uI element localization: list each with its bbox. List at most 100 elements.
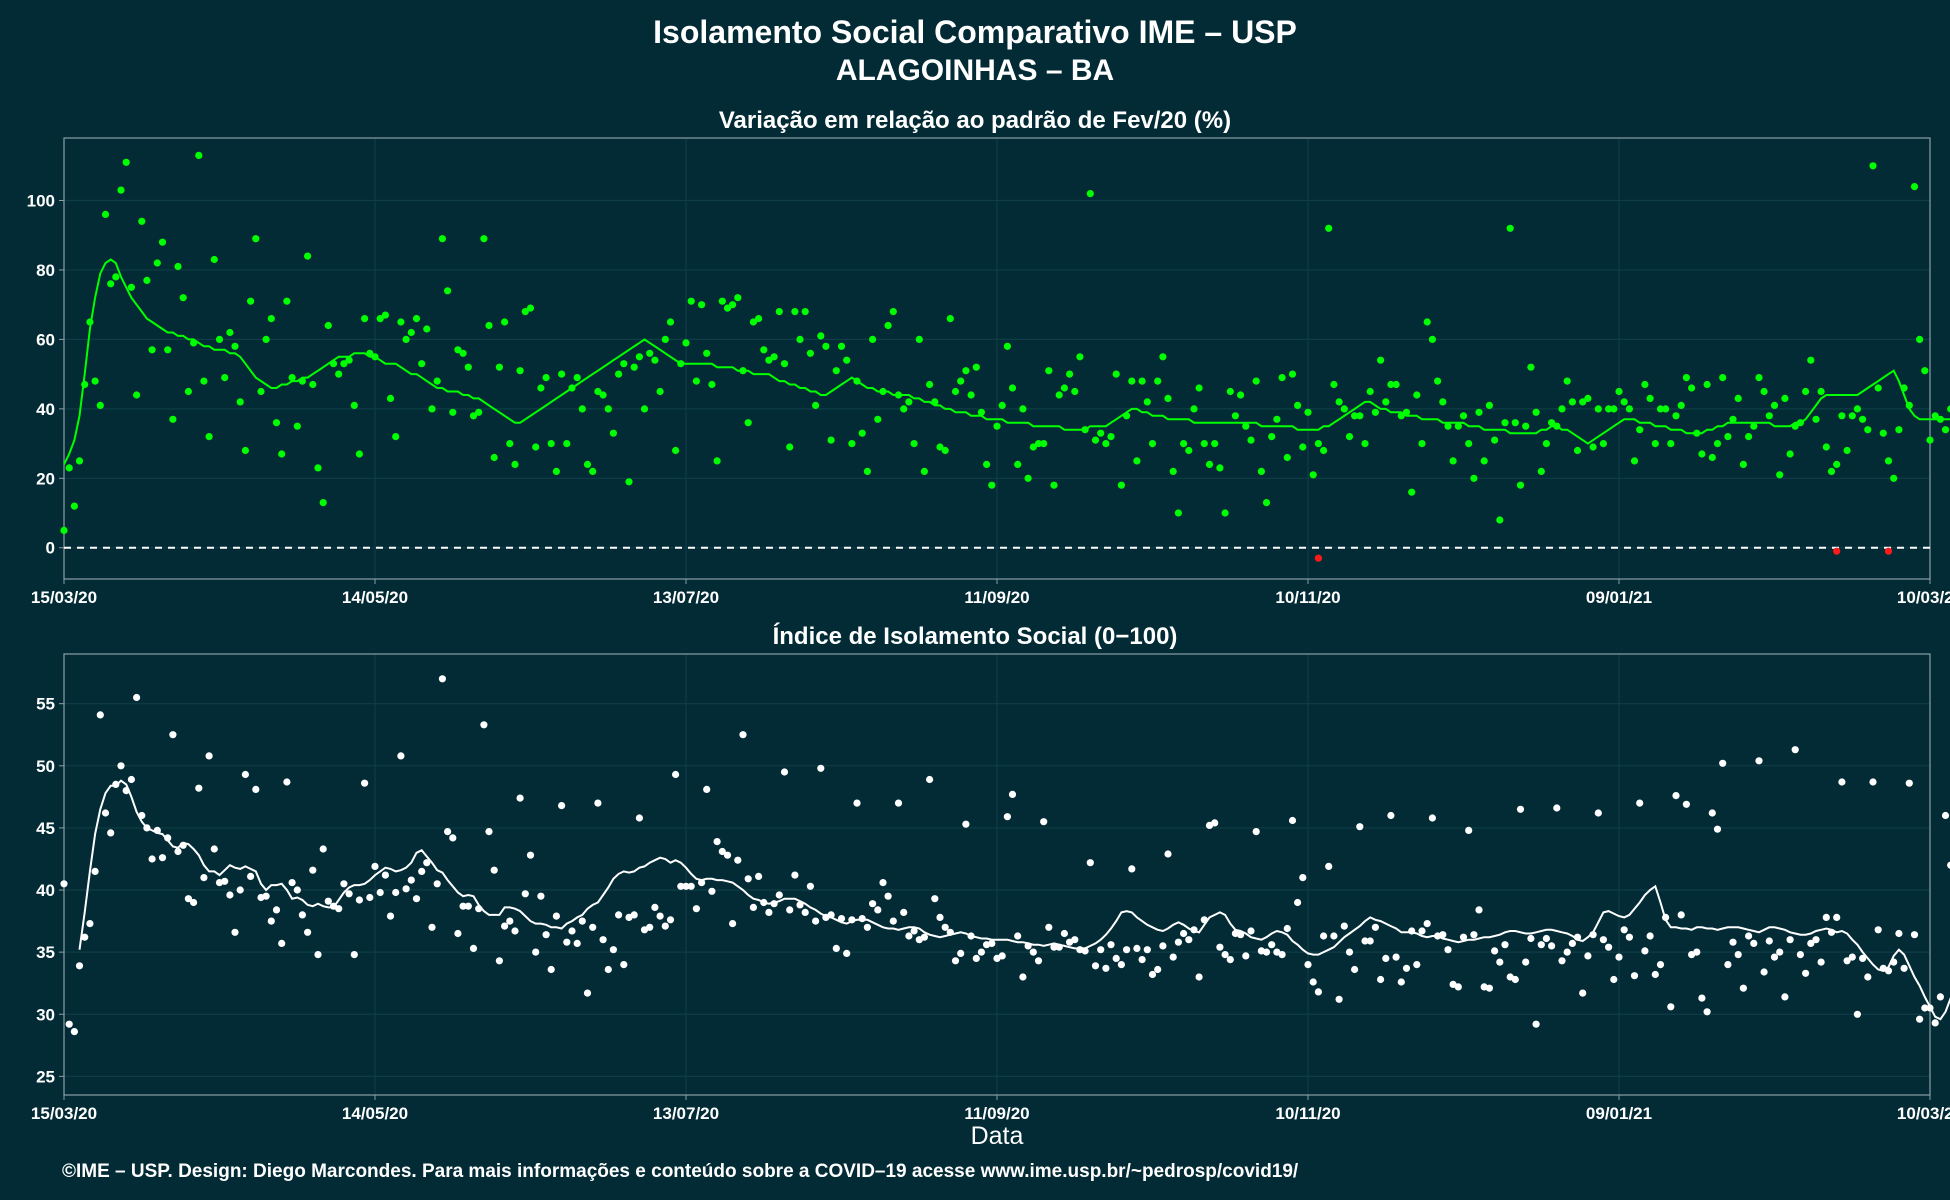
panel1-point	[1371, 408, 1379, 416]
panel2-point	[1796, 951, 1804, 959]
panel2-point	[1003, 813, 1012, 821]
panel1-point	[1667, 440, 1675, 448]
panel1-point	[1739, 460, 1747, 468]
main-title-line1: Isolamento Social Comparativo IME – USP	[653, 14, 1297, 50]
panel1-negative-point	[1314, 554, 1322, 562]
panel1-point	[1288, 370, 1297, 378]
panel1-point	[1003, 342, 1012, 350]
panel2-xtick-label: 09/01/21	[1586, 1104, 1652, 1123]
panel2-point	[1008, 790, 1017, 799]
panel2-point	[874, 906, 882, 914]
panel1-point	[392, 433, 400, 441]
panel1-point	[205, 433, 213, 441]
panel2-point	[345, 890, 353, 898]
panel2-point	[1869, 778, 1877, 786]
panel1-point	[1454, 422, 1462, 430]
panel1-point	[1221, 509, 1229, 517]
panel2-point	[459, 902, 467, 910]
panel1-point	[1330, 380, 1338, 389]
panel2-point	[480, 721, 488, 729]
panel2-point	[1765, 937, 1773, 945]
panel1-point	[1802, 387, 1810, 396]
panel1-point	[1428, 335, 1436, 343]
panel1-point	[1387, 380, 1395, 389]
panel2-point	[1428, 814, 1436, 822]
panel1-point	[573, 374, 581, 382]
panel1-point	[972, 363, 980, 371]
panel1-point	[272, 419, 281, 427]
panel1-point	[469, 412, 478, 420]
panel1-point	[1475, 408, 1483, 416]
panel2-point	[910, 927, 918, 935]
panel2-point	[1599, 936, 1607, 944]
panel2-point	[589, 923, 597, 931]
panel2-point	[1195, 973, 1203, 981]
panel1-point	[386, 394, 395, 402]
panel1-point	[900, 405, 908, 413]
panel2-point	[1900, 964, 1908, 972]
panel2-point	[371, 862, 379, 871]
panel1-point	[1682, 374, 1690, 382]
panel1-point	[1335, 398, 1343, 406]
panel1-point	[1817, 387, 1825, 396]
panel2-point	[609, 946, 618, 954]
panel1-point	[1216, 464, 1224, 472]
panel1-point	[1257, 467, 1265, 475]
panel1-point	[1418, 440, 1426, 448]
panel1-point	[247, 297, 255, 305]
panel1-point	[1869, 162, 1877, 170]
panel2-point	[775, 891, 783, 899]
panel2-point	[1102, 964, 1110, 972]
panel1-point	[1672, 412, 1680, 420]
panel2-point	[438, 675, 446, 683]
panel2-point	[1615, 953, 1623, 961]
panel1-point	[1620, 398, 1628, 406]
panel1-moving-average-line	[63, 258, 1950, 465]
panel2-point	[1029, 948, 1037, 956]
panel1-point	[1713, 440, 1722, 448]
panel2-point	[1853, 1010, 1861, 1018]
panel2-point	[1060, 929, 1068, 938]
panel2-point	[495, 957, 503, 965]
panel1-point	[267, 315, 275, 323]
panel2-point	[863, 923, 872, 931]
panel1-point	[1833, 460, 1841, 468]
panel1-point	[1112, 370, 1120, 378]
panel1-point	[278, 450, 286, 458]
panel2-point	[1838, 778, 1846, 786]
panel2-point	[1392, 953, 1400, 961]
panel1-point	[236, 398, 244, 406]
panel2-point	[780, 768, 789, 776]
panel2-point	[744, 875, 752, 883]
panel1-xtick-label: 10/11/20	[1275, 588, 1340, 607]
panel2-point	[1387, 811, 1395, 820]
panel2-point	[1262, 948, 1271, 956]
panel2-point	[1397, 978, 1405, 986]
panel1-point	[1299, 443, 1307, 451]
panel1-point	[1294, 401, 1302, 409]
panel1-point	[1413, 391, 1421, 399]
panel1-point	[1589, 443, 1597, 451]
panel2-point	[1174, 938, 1182, 946]
panel2-point	[158, 854, 167, 862]
panel2-point	[1242, 952, 1250, 960]
panel2-point	[1117, 961, 1125, 969]
panel2-point	[1283, 924, 1291, 933]
panel2-point	[1781, 993, 1789, 1001]
panel2-point	[656, 912, 664, 920]
panel2-point	[666, 916, 675, 924]
panel1-point	[1724, 433, 1732, 441]
panel1-point	[1408, 488, 1416, 496]
panel2-point	[444, 828, 452, 836]
panel1-point	[858, 429, 866, 437]
panel1-ytick-label: 20	[36, 469, 55, 488]
panel1-point	[967, 391, 975, 399]
panel2-point	[221, 877, 229, 885]
panel2-point	[1019, 973, 1027, 981]
panel1-point	[1703, 380, 1711, 389]
panel1-point	[1465, 440, 1473, 448]
panel2-point	[1755, 757, 1763, 765]
panel1-point	[1252, 377, 1260, 385]
panel1-point	[169, 415, 177, 423]
panel1-point	[946, 315, 954, 323]
